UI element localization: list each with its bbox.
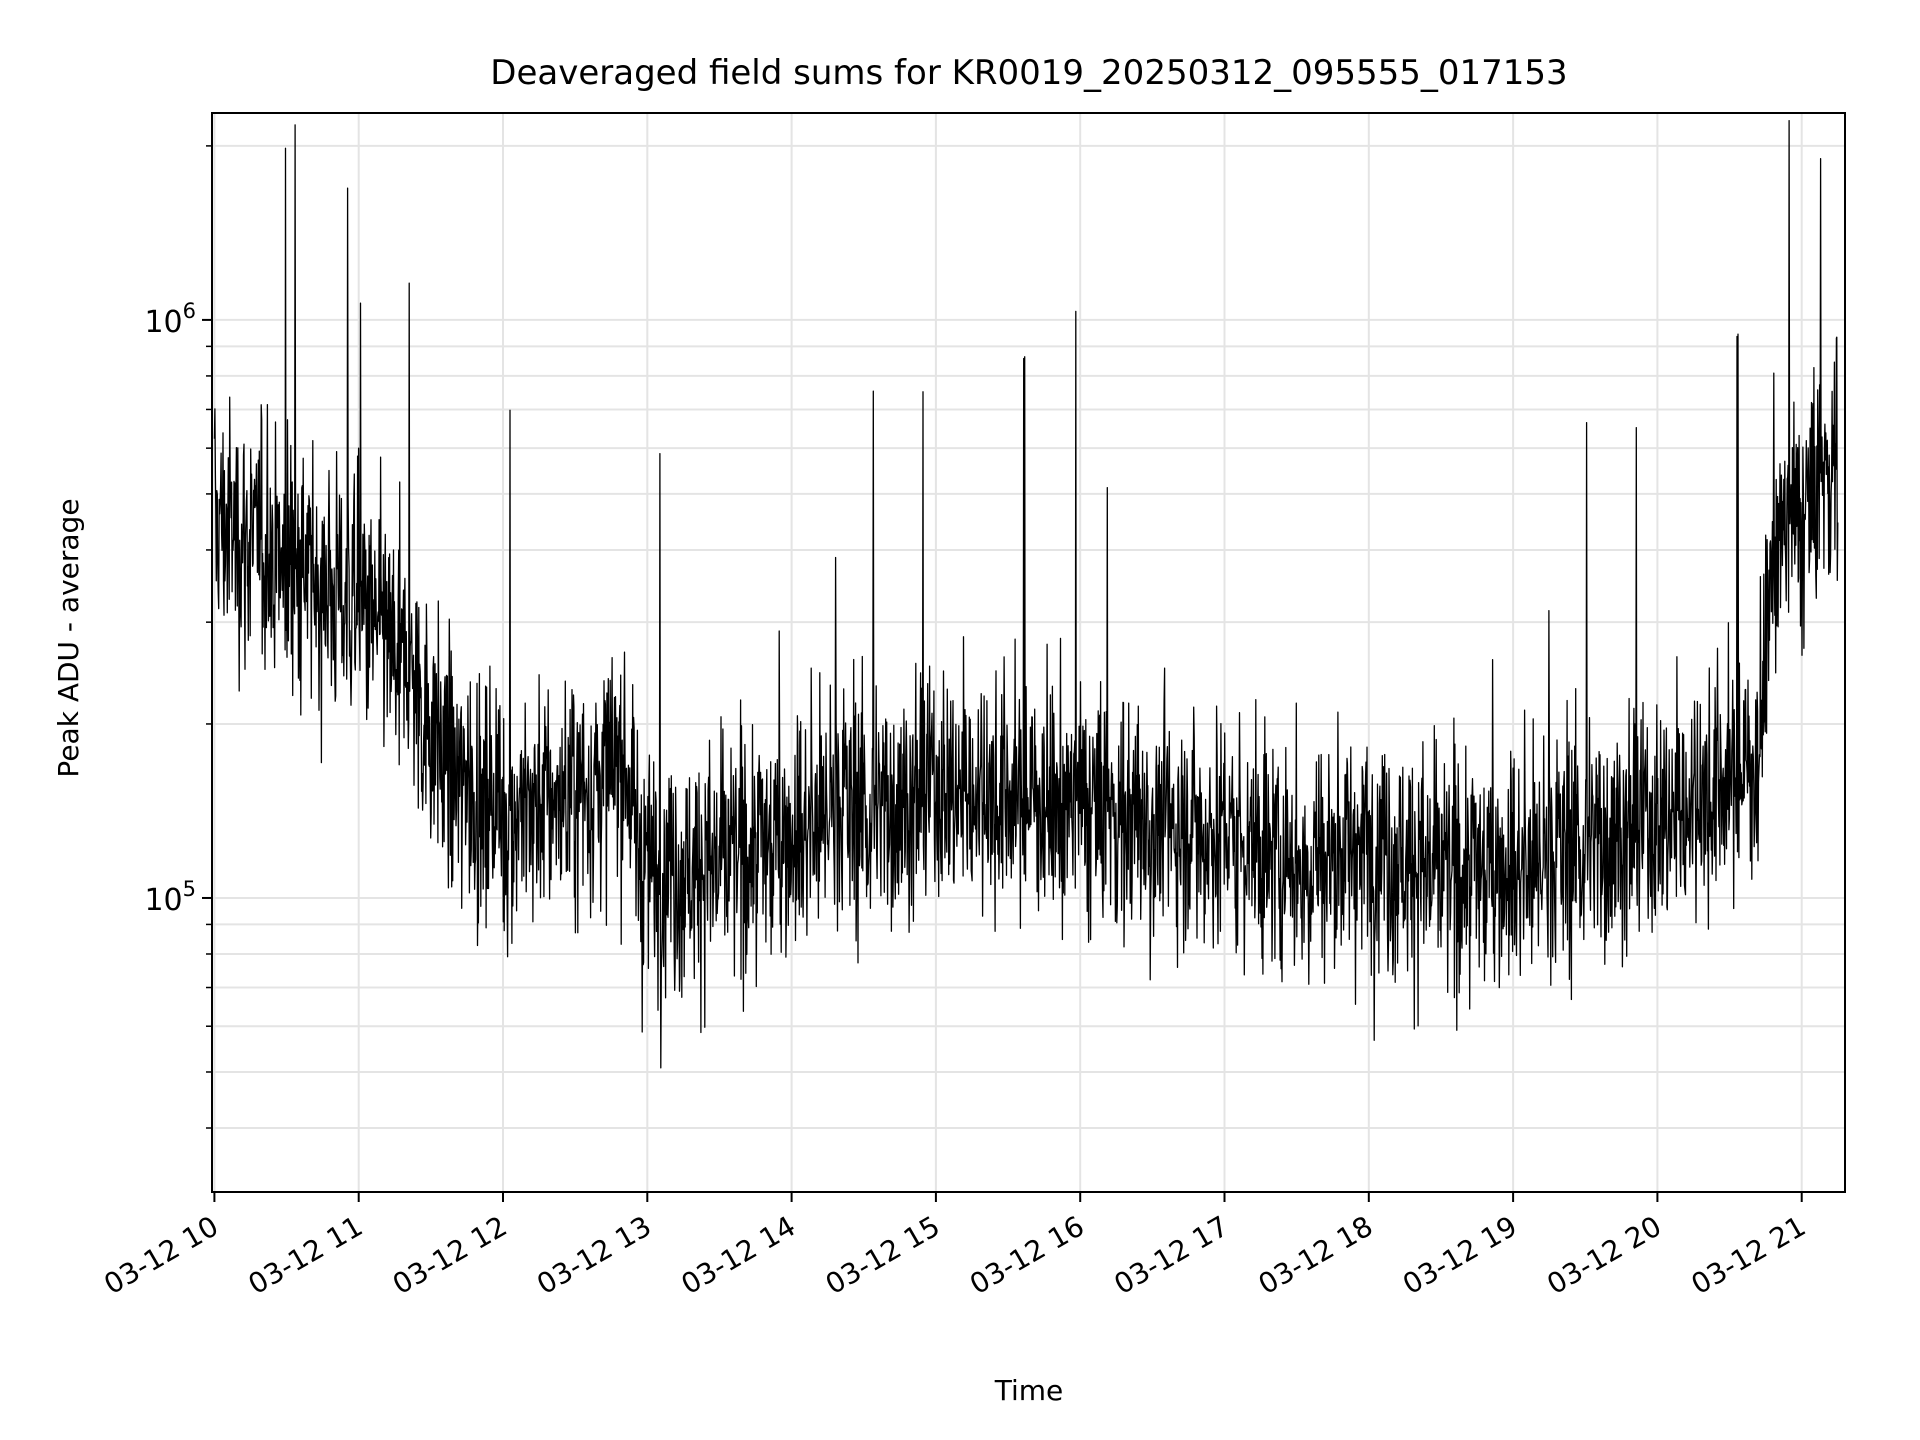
grid xyxy=(212,113,1845,1192)
y-tick-label: 106 xyxy=(144,299,196,340)
chart-title: Deaveraged field sums for KR0019_2025031… xyxy=(490,53,1567,93)
plot-frame xyxy=(211,112,1846,1193)
y-ticks: 105 106 xyxy=(144,145,212,1129)
data-series-line xyxy=(213,119,1839,1069)
x-axis-label: Time xyxy=(994,1374,1064,1407)
y-axis-label: Peak ADU - average xyxy=(52,498,85,777)
data-line-layer xyxy=(213,119,1839,1069)
y-tick-label: 105 xyxy=(144,877,196,918)
